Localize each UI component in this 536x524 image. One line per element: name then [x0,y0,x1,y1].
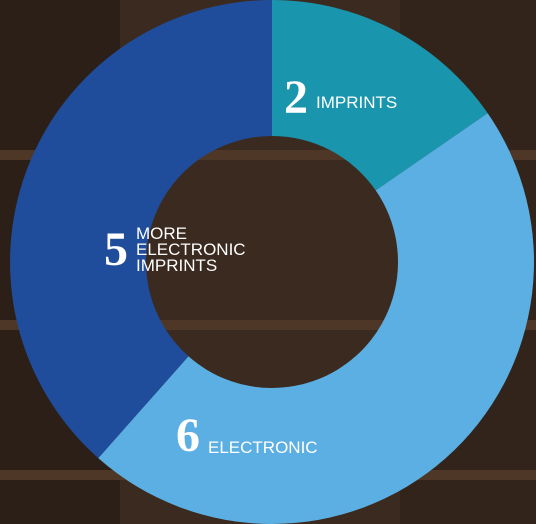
chart: 2 IMPRINTS 6 ELECTRONIC 5MORE ELECTRONIC IMP… [0,0,536,524]
slice-category: IMPRINTS [316,95,397,111]
slice-value: 6 [176,408,200,463]
slice-category: MORE ELECTRONIC IMPRINTS [136,226,256,274]
slice-value: 2 [284,70,308,125]
slice-label: 2 IMPRINTS [284,70,397,125]
slice-category: ELECTRONIC [208,440,318,456]
slice-label: 6 ELECTRONIC [176,408,318,463]
slice-value: 5 [104,222,128,277]
